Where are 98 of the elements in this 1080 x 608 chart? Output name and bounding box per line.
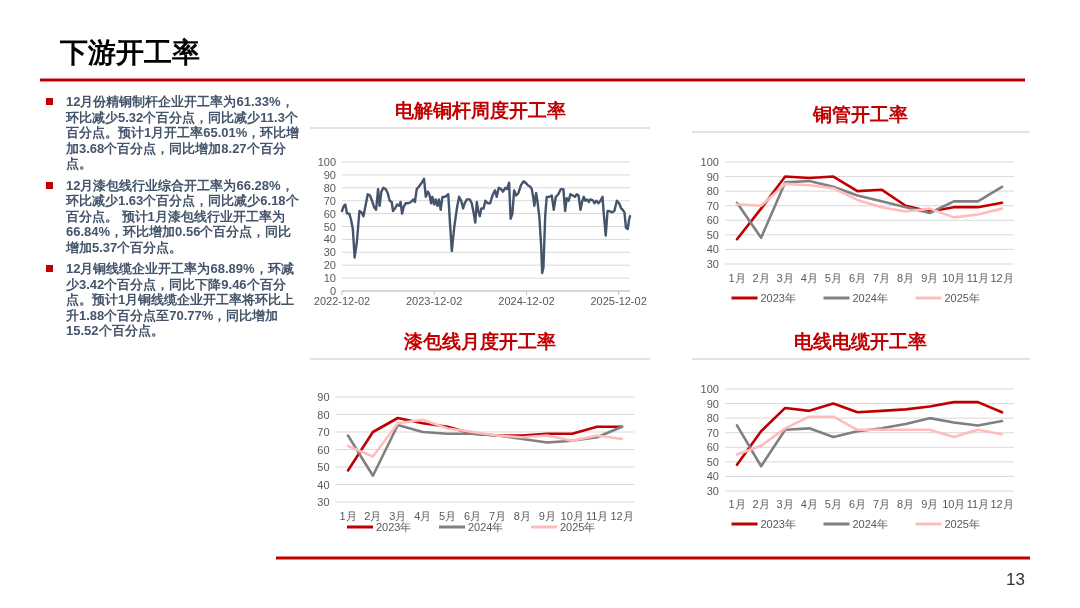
line-series — [340, 177, 632, 275]
y-tick-label: 30 — [317, 496, 330, 508]
y-tick-label: 30 — [706, 258, 719, 270]
x-tick-label: 4月 — [414, 510, 432, 522]
x-tick-label: 1月 — [728, 272, 746, 284]
x-tick-label: 1月 — [728, 498, 746, 510]
y-tick-label: 90 — [323, 168, 336, 181]
x-tick-label: 7月 — [872, 272, 891, 284]
y-tick-label: 40 — [323, 233, 336, 246]
x-tick-label: 2月 — [752, 498, 770, 510]
x-tick-label: 11月 — [966, 272, 990, 284]
x-tick-label: 2月 — [752, 272, 770, 284]
x-tick-label: 6月 — [848, 272, 867, 284]
y-tick-label: 90 — [706, 170, 719, 183]
text: 12月份精铜制杆企业开工率为61.33%，环比减少5.32个百分点，同比减少11.3个百分点。预计1月开工率65.01%，环比增加3.68个百分点，同比增加8.27个百分点。 — [64, 94, 300, 172]
y-tick-label: 0 — [329, 285, 336, 297]
y-tick-label: 40 — [317, 478, 330, 491]
y-tick-label: 80 — [706, 412, 719, 425]
x-tick-label: 12月 — [990, 272, 1014, 284]
x-tick-label: 8月 — [897, 272, 915, 284]
y-tick-label: 60 — [323, 207, 336, 220]
y-tick-label: 70 — [706, 426, 719, 439]
y-tick-label: 70 — [317, 426, 330, 438]
y-tick-label: 60 — [317, 443, 330, 456]
y-tick-label: 50 — [706, 455, 719, 468]
x-tick-label: 4月 — [800, 272, 818, 284]
y-tick-label: 30 — [323, 246, 336, 259]
y-tick-label: 90 — [317, 391, 330, 403]
x-tick-label: 11月 — [585, 510, 609, 522]
line-series — [735, 415, 1004, 456]
legend-label: 2024年 — [468, 521, 504, 533]
x-tick-label: 12月 — [610, 510, 634, 522]
legend-label: 2023年 — [376, 521, 412, 533]
x-tick-label: 6月 — [848, 498, 867, 510]
x-tick-label: 5月 — [824, 272, 842, 284]
line-series — [735, 400, 1004, 467]
x-tick-label: 8月 — [897, 498, 915, 510]
y-tick-label: 40 — [706, 470, 719, 483]
y-tick-label: 100 — [700, 156, 719, 168]
legend-label: 2024年 — [852, 518, 888, 530]
x-tick-label: 2022-12-02 — [313, 295, 371, 307]
x-tick-label: 9月 — [921, 272, 939, 284]
x-tick-label: 12月 — [990, 498, 1014, 510]
chart-title: 电线电缆开工率 — [793, 331, 927, 352]
y-tick-label: 70 — [323, 194, 336, 207]
legend-label: 2023年 — [760, 292, 796, 304]
x-tick-label: 7月 — [872, 498, 891, 510]
x-tick-label: 2月 — [364, 510, 382, 522]
y-tick-label: 50 — [323, 220, 336, 233]
x-tick-label: 9月 — [538, 510, 556, 522]
x-tick-label: 2025-12-02 — [590, 295, 647, 307]
y-tick-label: 20 — [323, 259, 336, 272]
x-tick-label: 3月 — [776, 272, 794, 284]
y-tick-label: 60 — [706, 214, 719, 227]
x-tick-label: 4月 — [800, 498, 818, 510]
y-tick-label: 50 — [706, 228, 719, 241]
line-series — [735, 182, 1004, 219]
chart-title: 铜管开工率 — [811, 104, 908, 125]
x-tick-label: 8月 — [513, 510, 531, 522]
x-tick-label: 10月 — [560, 510, 584, 522]
y-tick-label: 100 — [317, 156, 336, 168]
y-tick-label: 10 — [323, 272, 336, 285]
y-tick-label: 30 — [706, 485, 719, 497]
x-tick-label: 3月 — [389, 510, 407, 522]
y-tick-label: 40 — [706, 243, 719, 256]
x-tick-label: 6月 — [463, 510, 482, 522]
x-tick-label: 11月 — [966, 498, 990, 510]
x-tick-label: 10月 — [942, 498, 966, 510]
x-tick-label: 10月 — [942, 272, 966, 284]
line-series — [735, 416, 1004, 468]
x-tick-label: 3月 — [776, 498, 794, 510]
text: 下游开工率 — [59, 37, 200, 68]
legend-label: 2025年 — [944, 292, 980, 304]
chart-title: 漆包线月度开工率 — [403, 331, 556, 352]
line-series — [346, 418, 624, 458]
legend-label: 2025年 — [560, 521, 596, 533]
y-tick-label: 60 — [706, 441, 719, 454]
x-tick-label: 2023-12-02 — [405, 295, 463, 307]
y-tick-label: 100 — [700, 383, 719, 395]
y-tick-label: 80 — [317, 408, 330, 421]
x-tick-label: 5月 — [824, 498, 842, 510]
legend-label: 2024年 — [852, 292, 888, 304]
y-tick-label: 70 — [706, 199, 719, 212]
x-tick-label: 5月 — [439, 510, 457, 522]
x-tick-label: 7月 — [488, 510, 507, 522]
text: 12月漆包线行业综合开工率为66.28%，环比减少1.63个百分点，同比减少6.18个百分点。 预计1月漆包线行业开工率为66.84%，环比增加0.56个百分点，同比增加5.37个百分点。 — [64, 177, 300, 255]
x-tick-label: 2024-12-02 — [498, 295, 555, 307]
y-tick-label: 90 — [706, 397, 719, 410]
y-tick-label: 50 — [317, 461, 330, 473]
y-tick-label: 80 — [323, 181, 336, 194]
y-tick-label: 80 — [706, 185, 719, 198]
text: 12月铜线缆企业开工率为68.89%，环减少3.42个百分点，同比下降9.46个百分点。预计1月铜线缆企业开工率将环比上升1.88个百分点至70.77%，同比增加15.52个百分点。 — [65, 261, 296, 339]
legend-label: 2025年 — [944, 518, 980, 530]
text: 13 — [1006, 570, 1025, 590]
legend-label: 2023年 — [760, 518, 796, 530]
x-tick-label: 9月 — [921, 498, 939, 510]
x-tick-label: 1月 — [339, 510, 357, 522]
chart-title: 电解铜杆周度开工率 — [394, 100, 566, 121]
